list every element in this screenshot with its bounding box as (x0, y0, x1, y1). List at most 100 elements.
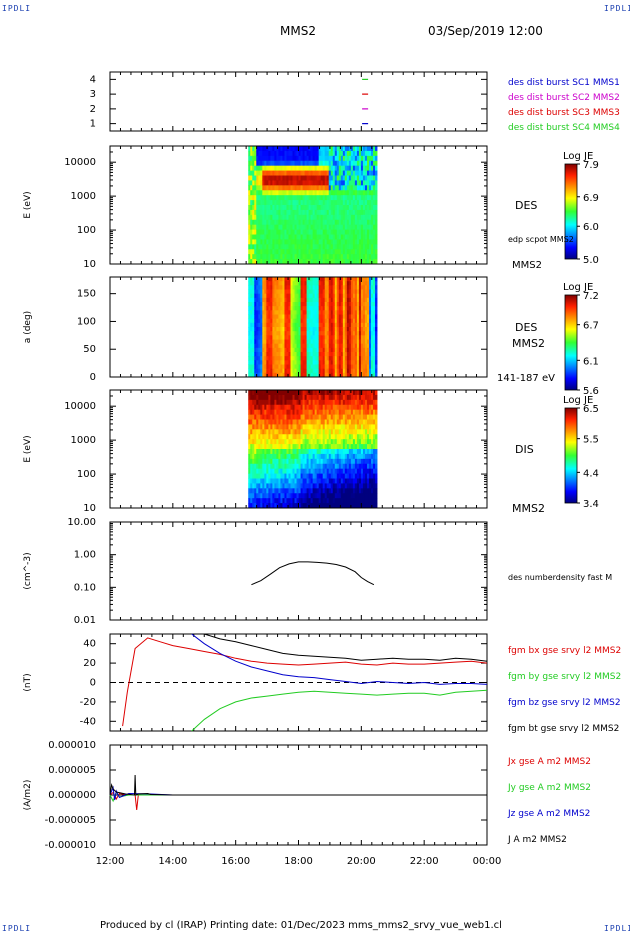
heatmap-cell (290, 424, 293, 430)
heatmap-cell (336, 239, 340, 245)
heatmap-cell (324, 458, 328, 465)
heatmap-cell (358, 335, 362, 340)
heatmap-cell (312, 478, 316, 484)
heatmap-cell (358, 419, 362, 425)
heatmap-cell (256, 390, 259, 396)
heatmap-cell (274, 424, 277, 430)
heatmap-cell (336, 205, 340, 211)
heatmap-cell (292, 424, 295, 430)
heatmap-cell (318, 368, 322, 374)
heatmap-cell (302, 327, 305, 332)
heatmap-cell (274, 239, 277, 245)
heatmap-cell (324, 200, 328, 206)
heatmap-cell (254, 429, 257, 435)
heatmap-cell (264, 170, 267, 176)
heatmap-cell (286, 429, 289, 435)
heatmap-cell (354, 277, 358, 282)
heatmap-cell (268, 444, 271, 450)
heatmap-cell (350, 439, 354, 445)
heatmap-cell (352, 444, 356, 450)
heatmap-cell (336, 297, 340, 303)
heatmap-cell (352, 146, 356, 152)
heatmap-cell (258, 285, 261, 290)
heatmap-cell (330, 331, 334, 336)
heatmap-cell (366, 343, 370, 349)
heatmap-cell (310, 214, 314, 221)
heatmap-cell (248, 360, 251, 365)
heatmap-cell (352, 219, 356, 226)
heatmap-cell (375, 372, 378, 378)
heatmap-cell (304, 498, 307, 504)
heatmap-cell (268, 185, 271, 191)
heatmap-cell (302, 424, 305, 430)
heatmap-cell (286, 195, 289, 201)
heatmap-cell (266, 468, 269, 474)
heatmap-cell (326, 343, 330, 349)
heatmap-cell (298, 473, 301, 479)
heatmap-cell (308, 297, 312, 303)
heatmap-cell (360, 335, 364, 340)
heatmap-cell (306, 498, 310, 504)
heatmap-cell (302, 429, 305, 435)
heatmap-cell (310, 259, 314, 265)
heatmap-cell (310, 155, 314, 162)
heatmap-cell (344, 200, 348, 206)
heatmap-cell (362, 293, 366, 299)
heatmap-cell (358, 449, 362, 455)
heatmap-cell (324, 229, 328, 235)
heatmap-cell (302, 458, 305, 465)
heatmap-cell (342, 310, 346, 315)
heatmap-cell (286, 302, 289, 307)
heatmap-cell (276, 302, 279, 307)
heatmap-cell (368, 302, 372, 307)
heatmap-cell (278, 254, 281, 260)
heatmap-cell (258, 453, 261, 460)
heatmap-cell (300, 165, 303, 171)
heatmap-cell (264, 195, 267, 201)
heatmap-cell (280, 200, 283, 206)
heatmap-cell (356, 453, 360, 460)
heatmap-cell (326, 180, 330, 186)
heatmap-cell (286, 352, 289, 357)
heatmap-cell (344, 289, 348, 295)
heatmap-cell (362, 339, 366, 345)
heatmap-cell (254, 478, 257, 484)
heatmap-cell (270, 394, 273, 401)
heatmap-cell (274, 190, 277, 196)
heatmap-cell (336, 229, 340, 235)
heatmap-cell (364, 394, 368, 401)
heatmap-cell (362, 498, 366, 504)
heatmap-cell (368, 205, 372, 211)
heatmap-cell (290, 160, 293, 167)
heatmap-cell (375, 150, 378, 157)
heatmap-cell (260, 249, 263, 255)
heatmap-cell (330, 195, 334, 201)
heatmap-cell (294, 289, 297, 295)
heatmap-cell (371, 170, 374, 176)
corner-label-top-right: IPDLI (604, 4, 630, 13)
heatmap-cell (356, 234, 360, 240)
heatmap-cell (306, 327, 310, 332)
heatmap-cell (264, 360, 267, 365)
heatmap-cell (340, 458, 344, 465)
heatmap-cell (328, 293, 332, 299)
heatmap-cell (268, 277, 271, 282)
heatmap-cell (248, 424, 251, 430)
heatmap-cell (274, 394, 277, 401)
heatmap-cell (338, 175, 342, 181)
heatmap-cell (312, 488, 316, 494)
heatmap-cell (278, 483, 281, 489)
heatmap-cell (300, 175, 303, 181)
heatmap-cell (290, 488, 293, 494)
heatmap-cell (322, 463, 326, 470)
heatmap-cell (362, 335, 366, 340)
heatmap-cell (360, 146, 364, 152)
heatmap-cell (336, 200, 340, 206)
heatmap-cell (264, 254, 267, 260)
heatmap-cell (330, 289, 334, 295)
heatmap-cell (344, 175, 348, 181)
heatmap-cell (260, 468, 263, 474)
heatmap-cell (373, 503, 376, 509)
heatmap-cell (320, 449, 324, 455)
heatmap-cell (264, 331, 267, 336)
